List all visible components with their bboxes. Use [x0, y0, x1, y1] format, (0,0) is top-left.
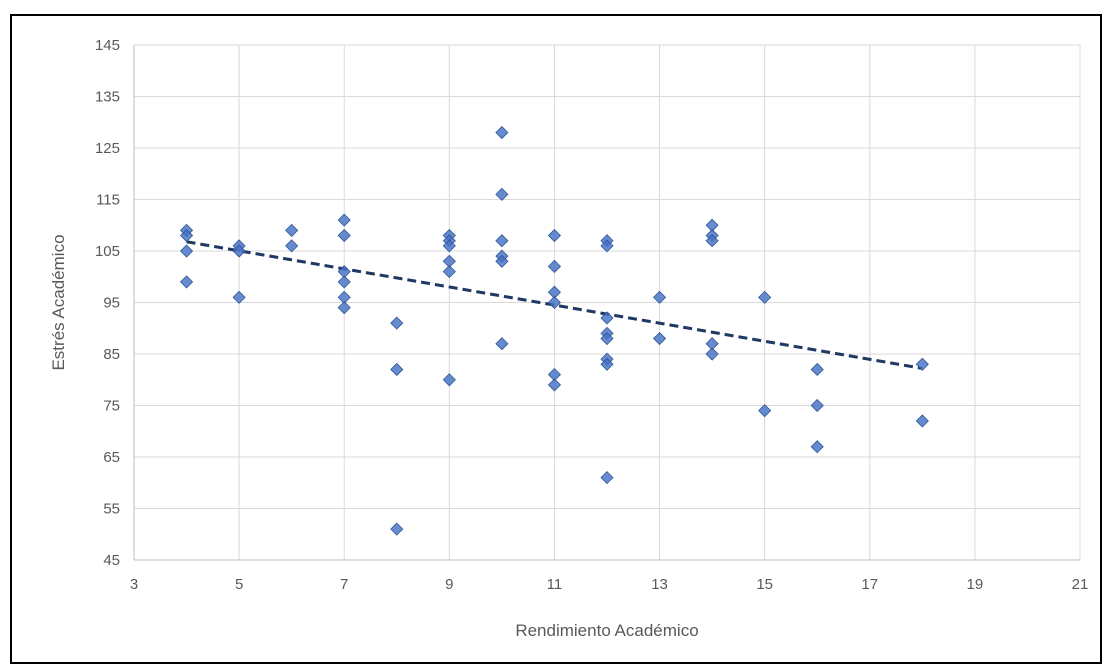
data-point: [652, 331, 667, 346]
x-tick-label: 15: [756, 576, 773, 593]
axes: [133, 45, 1080, 561]
data-point: [915, 414, 929, 428]
y-tick-label: 75: [103, 398, 120, 415]
data-point: [652, 290, 667, 304]
x-tick-label: 13: [651, 576, 668, 593]
x-tick-label: 17: [861, 576, 878, 593]
data-point: [442, 239, 456, 253]
data-point: [495, 125, 509, 140]
data-point: [547, 259, 562, 274]
data-point: [442, 373, 456, 387]
data-point: [547, 378, 562, 392]
y-tick-label: 105: [95, 243, 120, 260]
data-point: [600, 331, 614, 346]
y-tick-label: 125: [95, 140, 120, 157]
data-point: [390, 522, 404, 536]
x-tick-label: 21: [1072, 576, 1089, 593]
data-point: [179, 244, 194, 258]
data-point: [442, 265, 456, 279]
y-tick-label: 95: [103, 295, 120, 312]
data-point: [495, 254, 509, 268]
data-point: [810, 398, 824, 413]
x-tick-label: 5: [235, 576, 243, 593]
data-point: [705, 234, 719, 248]
data-point: [600, 311, 614, 325]
x-tick-label: 11: [547, 576, 563, 593]
data-point: [337, 213, 351, 227]
trendline: [186, 240, 923, 370]
data-point: [179, 228, 194, 243]
data-point: [600, 239, 614, 253]
data-point: [232, 290, 246, 304]
data-point: [390, 362, 404, 377]
data-point: [810, 440, 824, 454]
x-tick-label: 7: [340, 576, 348, 593]
data-point: [915, 357, 929, 371]
trendline-layer: [186, 240, 923, 370]
y-tick-label: 145: [95, 37, 120, 54]
y-tick-label: 115: [96, 192, 120, 209]
scatter-chart: 3 5 7 9 11 13 15 17 19 21 45 55 65 75 85 95 105 115 125 13…: [49, 37, 1089, 640]
data-point: [547, 228, 562, 243]
y-tick-labels: 45 55 65 75 85 95 105 115 125 135 145: [95, 37, 120, 569]
y-tick-label: 135: [95, 89, 120, 106]
data-point: [337, 228, 351, 243]
data-point: [337, 275, 351, 289]
y-tick-label: 45: [103, 552, 120, 569]
data-point: [810, 362, 824, 377]
data-point: [495, 234, 509, 248]
y-axis-title: Estrés Académico: [49, 234, 68, 370]
data-point: [758, 290, 772, 304]
data-point: [547, 295, 562, 310]
x-tick-label: 19: [967, 576, 984, 593]
data-points: [179, 125, 929, 536]
x-axis-title: Rendimiento Académico: [515, 621, 698, 640]
data-point: [600, 357, 614, 371]
chart-frame: 3 5 7 9 11 13 15 17 19 21 45 55 65 75 85 95 105 115 125 13…: [10, 14, 1102, 664]
data-point: [705, 347, 719, 361]
data-point: [390, 316, 404, 330]
data-point: [600, 471, 614, 485]
data-point: [285, 223, 299, 237]
data-point: [495, 337, 509, 351]
x-tick-label: 3: [130, 576, 138, 593]
data-point: [758, 404, 772, 418]
y-tick-label: 85: [103, 346, 120, 363]
data-point: [495, 187, 509, 201]
data-point: [337, 301, 351, 315]
data-point: [179, 275, 194, 289]
data-point: [285, 239, 299, 253]
y-tick-label: 65: [103, 449, 120, 466]
y-tick-label: 55: [103, 501, 120, 518]
x-tick-label: 9: [445, 576, 453, 593]
data-point: [232, 244, 246, 258]
x-tick-labels: 3 5 7 9 11 13 15 17 19 21: [130, 576, 1089, 593]
